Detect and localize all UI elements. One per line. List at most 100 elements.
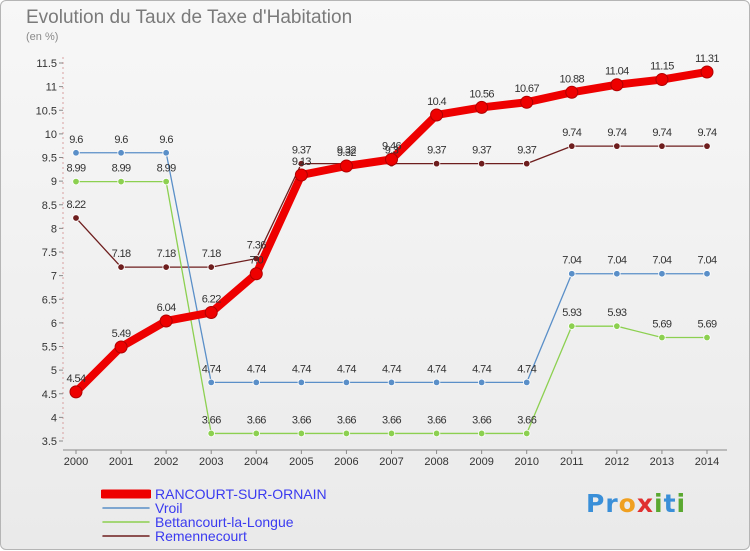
data-label: 9.32 bbox=[337, 147, 356, 159]
data-label: 9.74 bbox=[652, 127, 671, 139]
data-point bbox=[613, 142, 621, 150]
data-point bbox=[339, 159, 353, 173]
data-label: 9.74 bbox=[697, 127, 716, 139]
legend-swatch bbox=[102, 535, 150, 537]
data-point bbox=[703, 270, 711, 278]
data-point bbox=[297, 378, 306, 387]
data-point bbox=[162, 149, 170, 157]
data-label: 7.04 bbox=[652, 255, 671, 267]
data-label: 11.31 bbox=[695, 53, 719, 65]
data-point bbox=[72, 214, 80, 222]
y-tick-label: 11.5 bbox=[36, 58, 57, 70]
x-tick-label: 2001 bbox=[109, 456, 133, 468]
data-point bbox=[432, 159, 441, 168]
x-tick-label: 2005 bbox=[289, 456, 313, 468]
data-label: 6.04 bbox=[157, 302, 176, 314]
data-label: 9.74 bbox=[562, 127, 581, 139]
data-point bbox=[385, 152, 398, 166]
data-point bbox=[342, 378, 351, 387]
data-point bbox=[613, 322, 621, 330]
data-point bbox=[477, 429, 486, 438]
data-label: 5.69 bbox=[697, 319, 716, 331]
y-tick-label: 4.5 bbox=[42, 389, 57, 401]
chart-data-labels: 4.54 5.49 6.04 6.22 7.0 9.13 9.32 9.46 10.4 10.56… bbox=[66, 53, 719, 426]
x-tick-label: 2009 bbox=[469, 456, 493, 468]
data-point bbox=[204, 305, 218, 319]
data-label: 8.22 bbox=[66, 199, 85, 211]
data-label: 5.69 bbox=[652, 319, 671, 331]
data-label: 4.74 bbox=[472, 363, 491, 375]
data-point bbox=[252, 378, 260, 387]
legend-label: RANCOURT-SUR-ORNAIN bbox=[155, 486, 327, 502]
x-tick-label: 2014 bbox=[695, 456, 719, 468]
data-label: 9.13 bbox=[292, 156, 311, 168]
data-label: 5.93 bbox=[562, 307, 581, 319]
y-tick-label: 5.5 bbox=[42, 342, 57, 354]
data-point bbox=[432, 429, 441, 438]
data-point bbox=[432, 378, 441, 387]
x-tick-label: 2003 bbox=[199, 456, 223, 468]
chart-legend: RANCOURT-SUR-ORNAIN Vroil Bettancourt-la-L… bbox=[101, 487, 327, 543]
data-label: 9.32 bbox=[337, 145, 356, 157]
y-tick-label: 7 bbox=[51, 271, 57, 283]
data-label: 7.18 bbox=[202, 248, 221, 260]
data-label: 9.6 bbox=[69, 134, 83, 146]
y-tick-label: 10 bbox=[45, 129, 57, 141]
y-tick-label: 9 bbox=[51, 176, 57, 188]
data-label: 10.56 bbox=[469, 88, 494, 100]
data-point bbox=[568, 322, 576, 330]
y-tick-label: 8.5 bbox=[42, 200, 57, 212]
data-label: 11.04 bbox=[605, 66, 629, 78]
data-label: 4.74 bbox=[517, 363, 536, 375]
legend-swatch bbox=[101, 489, 151, 499]
data-label: 3.66 bbox=[517, 414, 536, 426]
chart-title: Evolution du Taux de Taxe d'Habitation bbox=[26, 7, 353, 28]
data-label: 7.0 bbox=[250, 255, 264, 267]
data-label: 3.66 bbox=[292, 414, 311, 426]
legend-label: Vroil bbox=[155, 500, 183, 516]
data-label: 4.74 bbox=[337, 363, 356, 375]
data-label: 7.04 bbox=[697, 255, 716, 267]
legend-label: Bettancourt-la-Longue bbox=[155, 514, 294, 530]
logo-letter: i bbox=[676, 489, 687, 518]
data-label: 9.37 bbox=[472, 145, 491, 157]
data-point bbox=[568, 142, 576, 150]
data-point bbox=[387, 429, 396, 438]
legend-swatch bbox=[102, 521, 150, 523]
x-tick-label: 2002 bbox=[154, 456, 178, 468]
data-point bbox=[69, 385, 83, 399]
data-label: 3.66 bbox=[472, 414, 491, 426]
y-tick-label: 5 bbox=[51, 365, 57, 377]
data-point bbox=[72, 149, 80, 157]
data-point bbox=[658, 270, 666, 278]
data-point bbox=[565, 85, 579, 99]
data-label: 10.88 bbox=[560, 73, 585, 85]
x-tick-label: 2013 bbox=[650, 456, 674, 468]
data-point bbox=[117, 177, 125, 186]
data-point bbox=[477, 159, 486, 168]
x-tick-label: 2010 bbox=[514, 456, 538, 468]
data-label: 7.18 bbox=[112, 248, 131, 260]
data-label: 5.93 bbox=[607, 307, 626, 319]
data-point bbox=[477, 378, 486, 387]
data-label: 7.04 bbox=[562, 255, 581, 267]
data-point bbox=[523, 159, 531, 168]
data-point bbox=[430, 108, 444, 122]
data-point bbox=[297, 429, 306, 438]
legend-item: RANCOURT-SUR-ORNAIN bbox=[101, 487, 327, 501]
x-tick-label: 2006 bbox=[334, 456, 358, 468]
data-point bbox=[520, 95, 534, 109]
data-label: 8.99 bbox=[66, 163, 85, 175]
y-tick-label: 8 bbox=[51, 223, 57, 235]
logo-letter: t bbox=[663, 489, 677, 518]
data-point bbox=[568, 270, 576, 278]
data-point bbox=[342, 429, 351, 438]
x-tick-label: 2012 bbox=[605, 456, 629, 468]
data-point bbox=[523, 378, 531, 387]
data-point bbox=[387, 378, 396, 387]
data-label: 8.99 bbox=[157, 163, 176, 175]
data-point bbox=[294, 168, 308, 182]
y-tick-label: 7.5 bbox=[42, 247, 57, 259]
data-point bbox=[297, 159, 306, 168]
x-tick-label: 2008 bbox=[424, 456, 448, 468]
